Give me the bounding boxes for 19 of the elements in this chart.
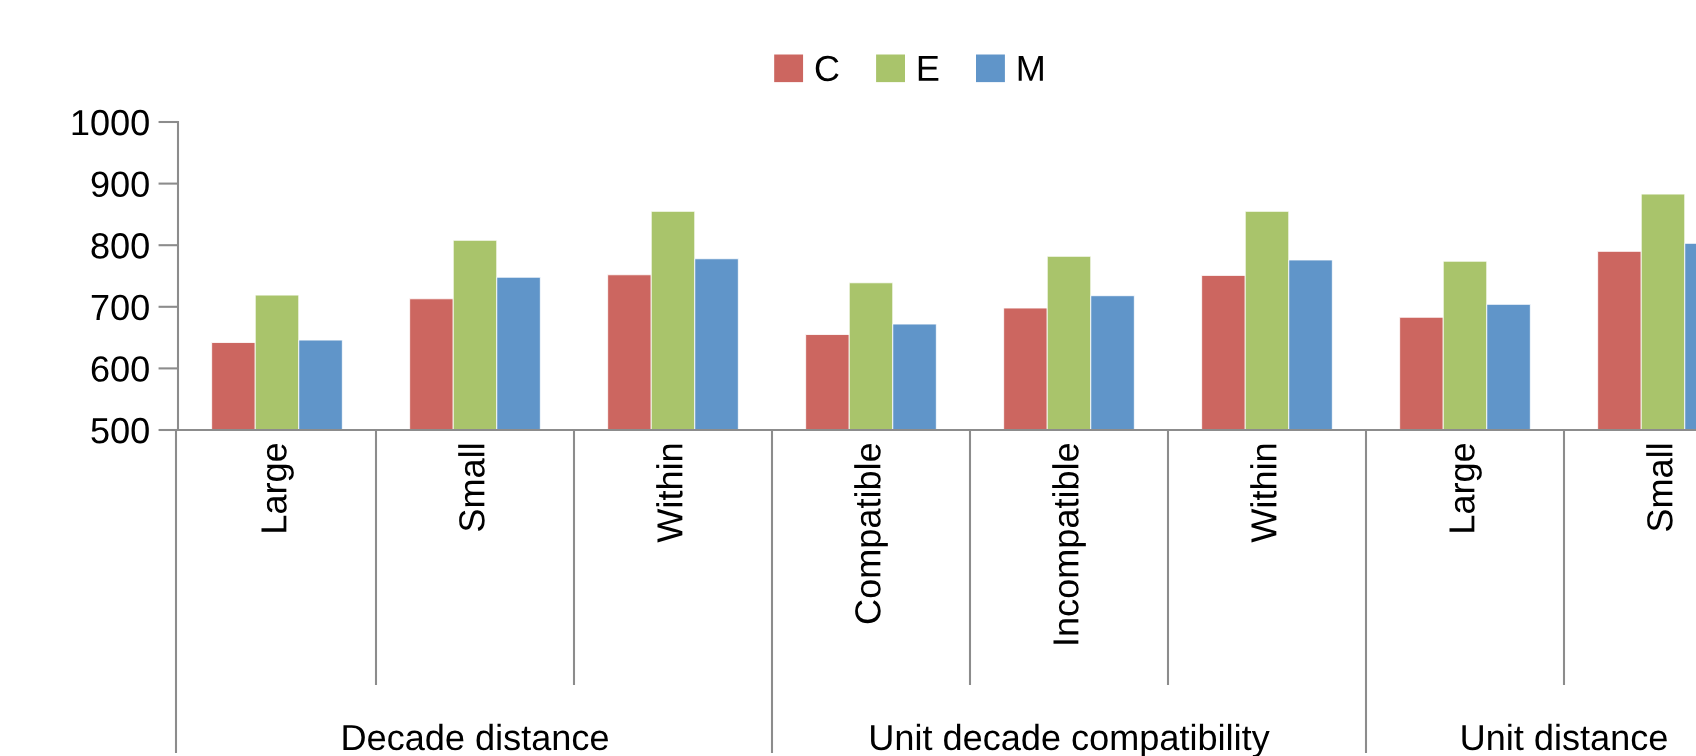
- text: Unit distance: [1462, 723, 1667, 751]
- x-tick-label: Incompatible: [1052, 443, 1086, 644]
- y-tick-label: 1000: [72, 109, 149, 136]
- x-tick-label: Large: [261, 443, 294, 532]
- y-tick-label: 800: [91, 233, 149, 259]
- y-tick-label: 900: [91, 171, 149, 198]
- legend-label: M: [1018, 56, 1043, 81]
- legend-label: E: [918, 56, 939, 81]
- y-tick-label: 600: [91, 356, 149, 382]
- x-tick-label: Small: [1646, 444, 1673, 531]
- text: Decade distance: [343, 723, 608, 751]
- x-tick-label: Compatible: [854, 443, 888, 624]
- x-tick-label: Within: [656, 444, 683, 543]
- x-tick-label: Large: [1449, 443, 1482, 532]
- y-tick-label: 700: [91, 294, 149, 321]
- y-tick-label: 500: [91, 417, 149, 444]
- x-tick-label: Within: [1250, 444, 1277, 543]
- x-tick-label: Small: [458, 444, 485, 531]
- legend-label: C: [815, 55, 839, 82]
